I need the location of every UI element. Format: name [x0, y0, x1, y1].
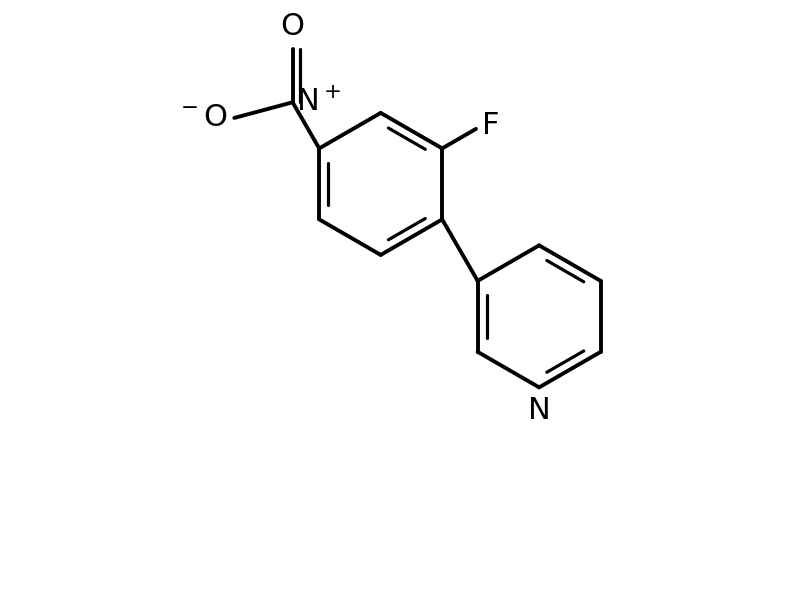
Text: N$^+$: N$^+$ [296, 88, 340, 117]
Text: N: N [527, 396, 550, 425]
Text: F: F [481, 111, 499, 140]
Text: O: O [280, 12, 304, 41]
Text: $^-$O: $^-$O [175, 103, 227, 133]
